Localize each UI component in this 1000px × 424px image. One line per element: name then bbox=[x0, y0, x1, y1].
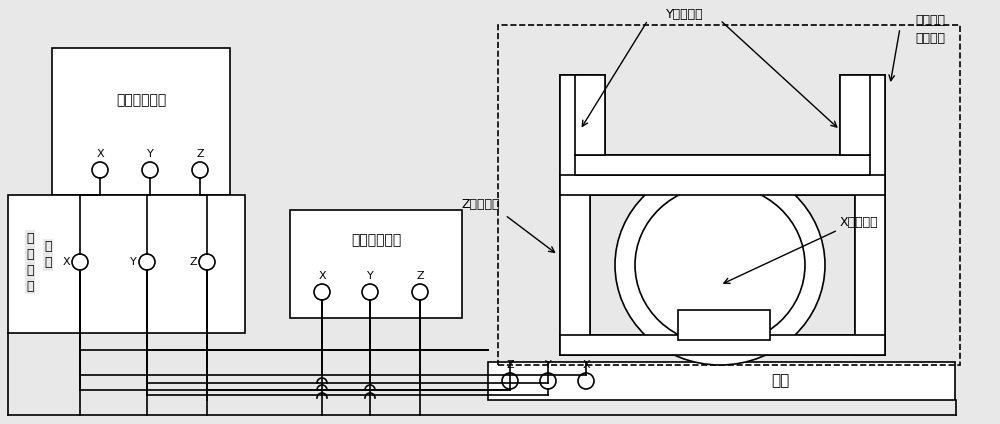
Text: X: X bbox=[582, 360, 590, 370]
Bar bbox=[8, 195, 245, 333]
Bar bbox=[560, 175, 885, 195]
Circle shape bbox=[362, 284, 378, 300]
Bar bbox=[678, 310, 770, 340]
Bar bbox=[560, 75, 590, 355]
Bar bbox=[498, 25, 960, 365]
Text: X: X bbox=[62, 257, 70, 267]
Text: Z: Z bbox=[196, 149, 204, 159]
Bar bbox=[575, 75, 605, 155]
Text: Z方向线圈: Z方向线圈 bbox=[462, 198, 501, 212]
Circle shape bbox=[314, 284, 330, 300]
Bar bbox=[560, 335, 885, 355]
Bar bbox=[575, 75, 605, 155]
Text: X: X bbox=[96, 149, 104, 159]
Text: Y方向线圈: Y方向线圈 bbox=[666, 8, 704, 22]
Text: 底座: 底座 bbox=[771, 374, 789, 388]
Text: Z: Z bbox=[506, 360, 514, 370]
Circle shape bbox=[192, 162, 208, 178]
Text: Y: Y bbox=[130, 257, 137, 267]
Text: Z: Z bbox=[416, 271, 424, 281]
Text: 配
模: 配 模 bbox=[44, 240, 52, 270]
Bar bbox=[560, 75, 590, 355]
Text: 相位检测模块: 相位检测模块 bbox=[351, 233, 401, 247]
Bar bbox=[560, 175, 885, 195]
Bar bbox=[840, 75, 870, 155]
Ellipse shape bbox=[635, 185, 805, 345]
Circle shape bbox=[72, 254, 88, 270]
Text: 配
模: 配 模 bbox=[44, 241, 52, 269]
Text: 霋兹线圈: 霋兹线圈 bbox=[915, 31, 945, 45]
Text: Y: Y bbox=[545, 360, 551, 370]
Bar bbox=[855, 75, 885, 355]
Circle shape bbox=[139, 254, 155, 270]
Text: Y: Y bbox=[147, 149, 153, 159]
Text: X: X bbox=[318, 271, 326, 281]
Text: X方向线圈: X方向线圈 bbox=[840, 215, 879, 229]
Ellipse shape bbox=[615, 165, 825, 365]
Bar bbox=[560, 335, 885, 355]
Text: Z: Z bbox=[189, 257, 197, 267]
Circle shape bbox=[502, 373, 518, 389]
Text: 三维亥姆: 三维亥姆 bbox=[915, 14, 945, 26]
Circle shape bbox=[92, 162, 108, 178]
Bar bbox=[488, 362, 955, 400]
Text: 电
容
匹
块: 电 容 匹 块 bbox=[24, 234, 32, 292]
Bar bbox=[575, 155, 870, 175]
Circle shape bbox=[412, 284, 428, 300]
Bar bbox=[575, 155, 870, 175]
Circle shape bbox=[540, 373, 556, 389]
Circle shape bbox=[142, 162, 158, 178]
Text: Y: Y bbox=[367, 271, 373, 281]
Circle shape bbox=[578, 373, 594, 389]
Circle shape bbox=[199, 254, 215, 270]
Bar bbox=[290, 210, 462, 318]
Text: 变频电源模块: 变频电源模块 bbox=[116, 93, 166, 107]
Bar bbox=[678, 310, 770, 340]
Text: 电
容
匹
块: 电 容 匹 块 bbox=[26, 232, 34, 293]
Bar bbox=[855, 75, 885, 355]
Bar bbox=[52, 48, 230, 195]
Bar bbox=[840, 75, 870, 155]
